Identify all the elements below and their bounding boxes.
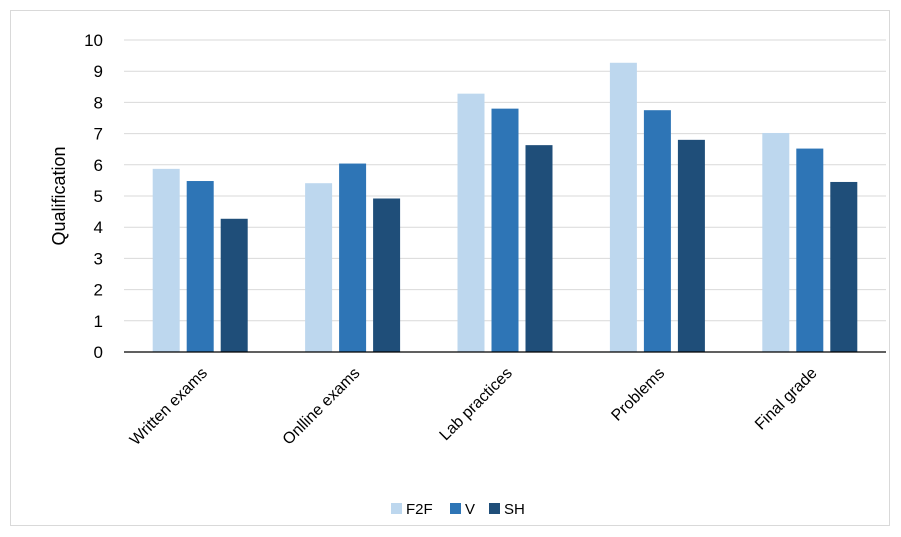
legend-swatch-v (450, 503, 461, 514)
legend-swatch-sh (489, 503, 500, 514)
y-axis-title: Qualification (49, 146, 69, 245)
legend-label-sh: SH (504, 501, 525, 518)
bar-f2f-4 (762, 132, 790, 352)
bar-sh-3 (677, 139, 705, 352)
bar-v-3 (643, 110, 671, 352)
y-tick-label: 10 (84, 31, 103, 50)
x-category-label: Written exams (127, 365, 211, 449)
bar-sh-1 (373, 198, 401, 352)
legend-swatch-f2f (391, 503, 402, 514)
y-tick-label: 0 (94, 343, 103, 362)
bar-f2f-3 (609, 62, 637, 352)
x-category-label: Final grade (752, 365, 821, 434)
y-tick-label: 7 (94, 125, 103, 144)
bar-f2f-1 (305, 183, 333, 352)
y-tick-label: 1 (94, 312, 103, 331)
x-category-label: Problems (608, 365, 668, 425)
legend-label-f2f: F2F (406, 501, 433, 518)
y-tick-label: 8 (94, 93, 103, 112)
x-category-label: Onlline exams (280, 365, 364, 449)
y-tick-label: 4 (94, 218, 103, 237)
x-category-label: Lab practices (437, 365, 516, 444)
y-tick-label: 5 (94, 187, 103, 206)
bar-v-0 (186, 181, 214, 352)
bar-f2f-0 (152, 168, 180, 352)
bar-sh-0 (220, 218, 248, 352)
y-tick-labels: 0 1 2 3 4 5 6 7 8 9 10 (84, 31, 103, 362)
bar-f2f-2 (457, 93, 485, 352)
bar-v-4 (796, 148, 824, 352)
legend-label-v: V (465, 501, 475, 518)
gridlines (124, 39, 886, 322)
bar-v-1 (339, 163, 367, 352)
y-tick-label: 3 (94, 249, 103, 268)
legend: F2F V SH (391, 501, 525, 518)
bar-v-2 (491, 108, 519, 352)
bar-sh-4 (830, 181, 858, 352)
y-tick-label: 2 (94, 281, 103, 300)
y-tick-label: 9 (94, 62, 103, 81)
y-tick-label: 6 (94, 156, 103, 175)
bar-sh-2 (525, 145, 553, 352)
bars (152, 62, 858, 352)
x-category-labels: Written exams Onlline exams Lab practices P… (127, 365, 821, 449)
